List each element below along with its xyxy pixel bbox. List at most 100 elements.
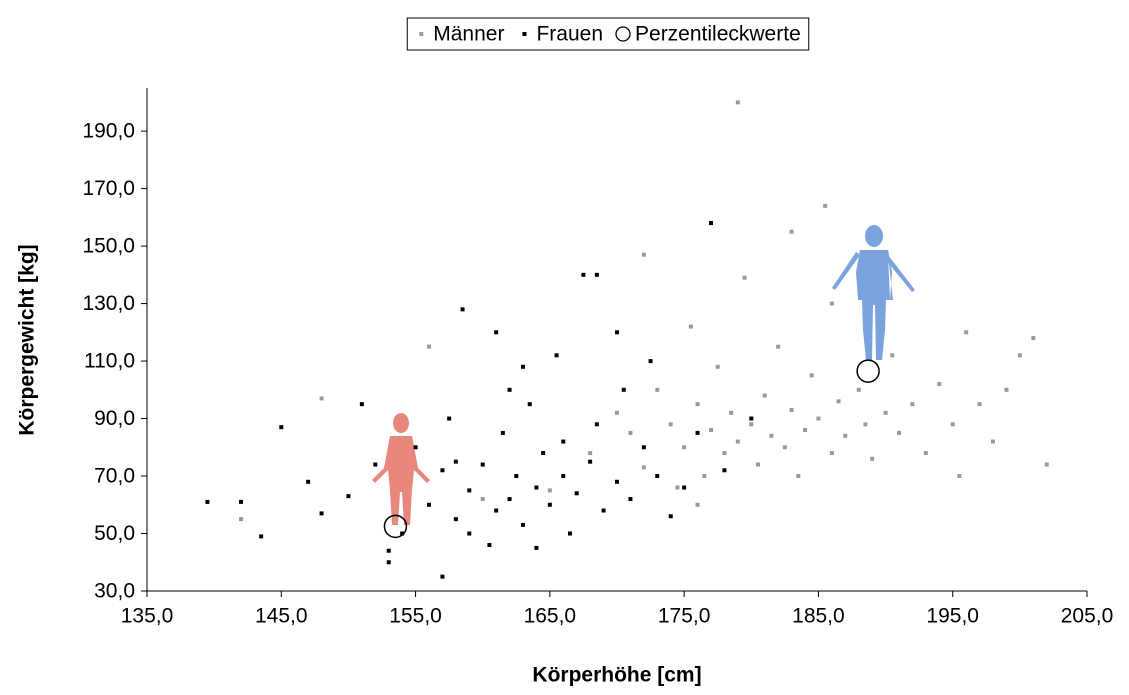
scatter-point bbox=[702, 474, 706, 478]
legend-label: Frauen bbox=[536, 23, 603, 46]
scatter-point bbox=[870, 457, 874, 461]
scatter-point bbox=[555, 353, 559, 357]
scatter-point bbox=[1031, 336, 1035, 340]
scatter-point bbox=[440, 575, 444, 579]
x-tick-label: 205,0 bbox=[1061, 605, 1114, 628]
scatter-point bbox=[642, 445, 646, 449]
scatter-point bbox=[951, 422, 955, 426]
scatter-point bbox=[467, 532, 471, 536]
scatter-point bbox=[924, 451, 928, 455]
scatter-point bbox=[884, 411, 888, 415]
scatter-point bbox=[501, 431, 505, 435]
scatter-point bbox=[696, 431, 700, 435]
scatter-point bbox=[957, 474, 961, 478]
scatter-point bbox=[427, 345, 431, 349]
x-tick-label: 175,0 bbox=[658, 605, 711, 628]
scatter-point bbox=[964, 330, 968, 334]
scatter-point bbox=[682, 445, 686, 449]
scatter-point bbox=[454, 460, 458, 464]
scatter-point bbox=[1045, 463, 1049, 467]
legend-item: Perzentileckwerte bbox=[616, 23, 801, 46]
scatter-point bbox=[823, 204, 827, 208]
scatter-point bbox=[454, 517, 458, 521]
scatter-point bbox=[709, 428, 713, 432]
scatter-point bbox=[440, 468, 444, 472]
legend: MännerFrauenPerzentileckwerte bbox=[407, 18, 808, 50]
scatter-point bbox=[689, 325, 693, 329]
scatter-point bbox=[991, 440, 995, 444]
scatter-point bbox=[373, 463, 377, 467]
scatter-point bbox=[722, 468, 726, 472]
scatter-point bbox=[756, 463, 760, 467]
scatter-point bbox=[575, 491, 579, 495]
scatter-point bbox=[615, 480, 619, 484]
scatter-point bbox=[655, 474, 659, 478]
scatter-point bbox=[696, 503, 700, 507]
percentile-point bbox=[857, 360, 879, 382]
scatter-point bbox=[467, 488, 471, 492]
scatter-point bbox=[736, 440, 740, 444]
scatter-point bbox=[481, 463, 485, 467]
scatter-point bbox=[521, 365, 525, 369]
scatter-point bbox=[588, 460, 592, 464]
scatter-point bbox=[306, 480, 310, 484]
scatter-point bbox=[790, 230, 794, 234]
scatter-point bbox=[669, 422, 673, 426]
y-tick-label: 30,0 bbox=[94, 580, 135, 603]
scatter-point bbox=[669, 514, 673, 518]
legend-marker bbox=[522, 32, 526, 36]
scatter-point bbox=[346, 494, 350, 498]
scatter-point bbox=[776, 345, 780, 349]
scatter-point bbox=[528, 402, 532, 406]
scatter-point bbox=[796, 474, 800, 478]
scatter-point bbox=[682, 486, 686, 490]
y-tick-label: 50,0 bbox=[94, 522, 135, 545]
scatter-point bbox=[561, 474, 565, 478]
y-tick-label: 170,0 bbox=[82, 177, 135, 200]
scatter-point bbox=[1004, 388, 1008, 392]
x-tick-label: 185,0 bbox=[792, 605, 845, 628]
figure-female bbox=[372, 413, 430, 525]
scatter-point bbox=[749, 422, 753, 426]
x-tick-label: 135,0 bbox=[121, 605, 174, 628]
scatter-point bbox=[521, 523, 525, 527]
scatter-point bbox=[729, 411, 733, 415]
scatter-point bbox=[581, 273, 585, 277]
scatter-point bbox=[514, 474, 518, 478]
figure-male bbox=[832, 225, 915, 360]
scatter-point bbox=[568, 532, 572, 536]
scatter-point bbox=[615, 411, 619, 415]
scatter-point bbox=[816, 417, 820, 421]
scatter-point bbox=[830, 451, 834, 455]
scatter-point bbox=[1018, 353, 1022, 357]
scatter-point bbox=[534, 486, 538, 490]
scatter-point bbox=[863, 422, 867, 426]
scatter-point bbox=[857, 388, 861, 392]
scatter-point bbox=[830, 302, 834, 306]
scatter-point bbox=[655, 388, 659, 392]
scatter-point bbox=[487, 543, 491, 547]
scatter-point bbox=[259, 534, 263, 538]
scatter-point bbox=[534, 546, 538, 550]
scatter-point bbox=[769, 434, 773, 438]
x-tick-label: 145,0 bbox=[255, 605, 308, 628]
y-tick-label: 110,0 bbox=[84, 350, 135, 373]
scatter-point bbox=[461, 307, 465, 311]
scatter-point bbox=[622, 388, 626, 392]
scatter-point bbox=[494, 509, 498, 513]
scatter-point bbox=[320, 511, 324, 515]
scatter-point bbox=[716, 365, 720, 369]
scatter-point bbox=[508, 388, 512, 392]
scatter-point bbox=[508, 497, 512, 501]
y-tick-label: 90,0 bbox=[94, 407, 135, 430]
x-tick-label: 165,0 bbox=[524, 605, 577, 628]
scatter-point bbox=[427, 503, 431, 507]
scatter-point bbox=[642, 253, 646, 257]
scatter-point bbox=[803, 428, 807, 432]
scatter-point bbox=[978, 402, 982, 406]
scatter-point bbox=[790, 408, 794, 412]
scatter-point bbox=[320, 396, 324, 400]
scatter-point bbox=[481, 497, 485, 501]
scatter-point bbox=[595, 422, 599, 426]
legend-label: Perzentileckwerte bbox=[635, 23, 801, 46]
